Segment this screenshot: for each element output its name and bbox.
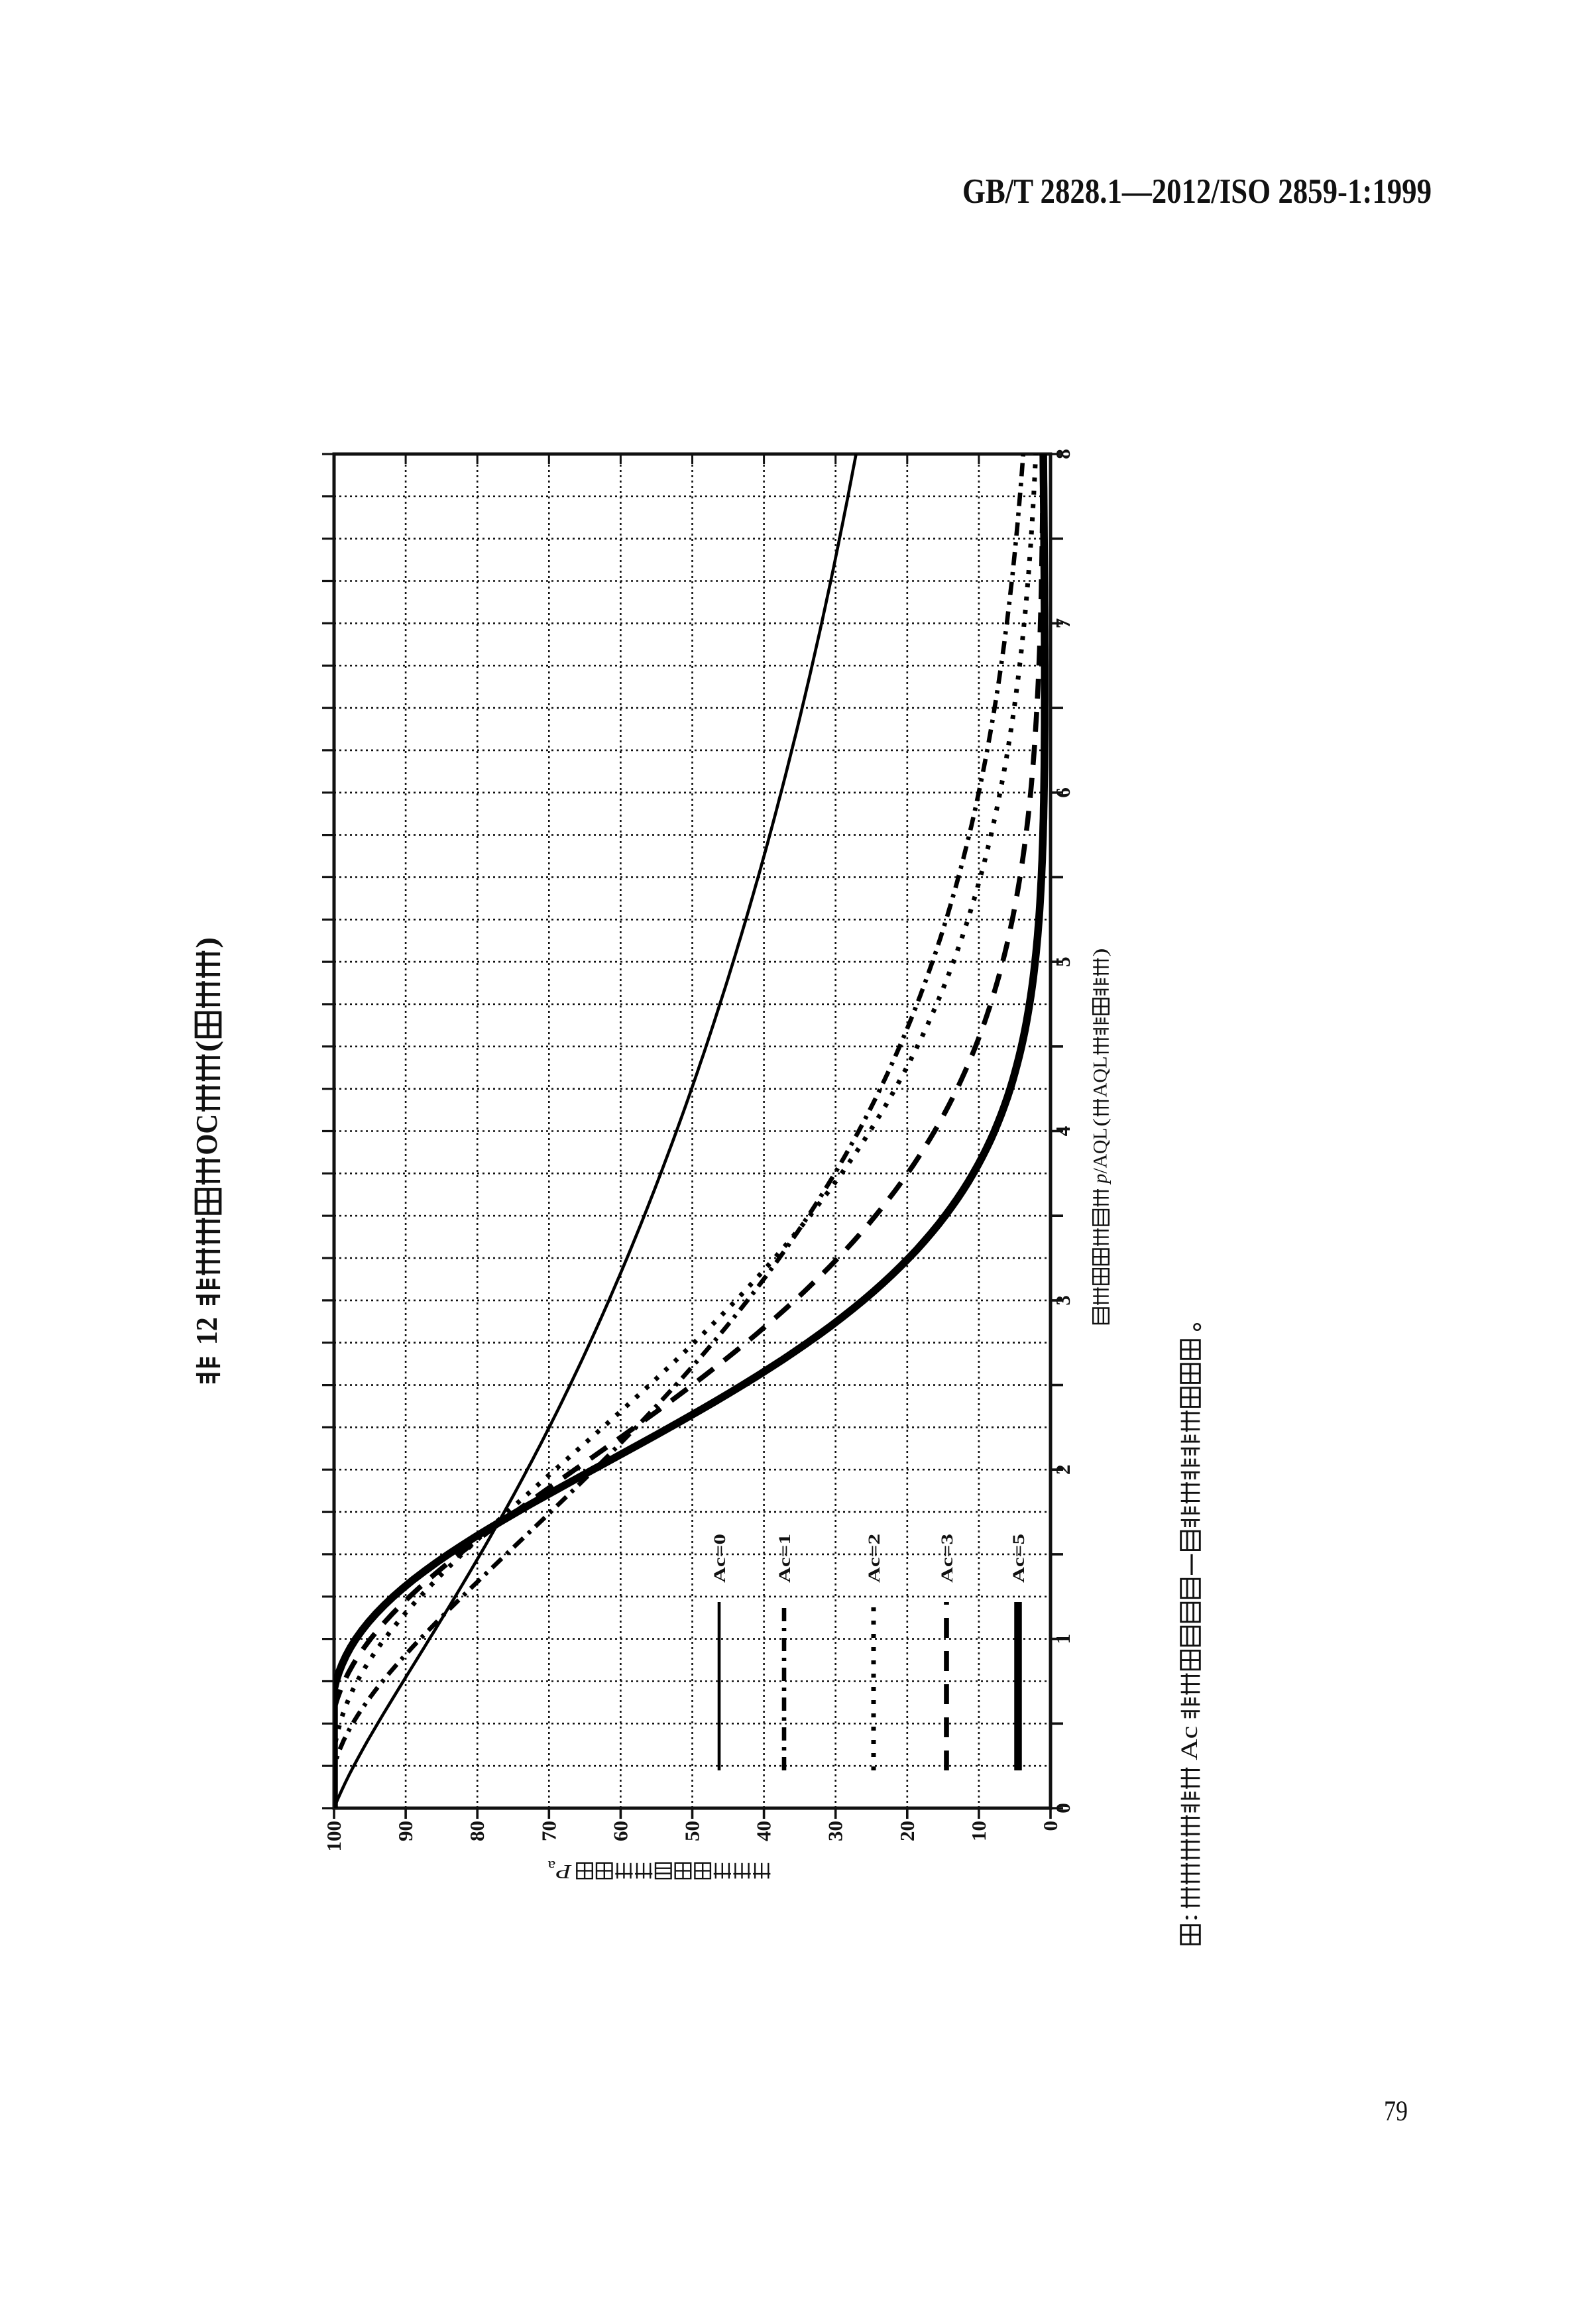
svg-text:5: 5 xyxy=(1051,956,1074,967)
svg-text:): ) xyxy=(190,937,223,948)
svg-text:7: 7 xyxy=(1051,618,1074,629)
svg-text:1: 1 xyxy=(1051,1634,1074,1644)
svg-text:Ac=2: Ac=2 xyxy=(866,1534,883,1583)
svg-text::: : xyxy=(1176,1913,1202,1922)
svg-text:40: 40 xyxy=(752,1821,775,1841)
svg-text:p/AQL: p/AQL xyxy=(1090,1128,1111,1185)
svg-text:): ) xyxy=(1090,948,1111,956)
svg-text:10: 10 xyxy=(967,1821,990,1841)
svg-text:3: 3 xyxy=(1051,1295,1074,1306)
svg-text:8: 8 xyxy=(1051,449,1074,459)
svg-text:Ac=0: Ac=0 xyxy=(711,1534,729,1583)
svg-text:Ac=3: Ac=3 xyxy=(939,1534,956,1583)
svg-text:6: 6 xyxy=(1051,787,1074,798)
svg-text:GB/T 2828.1—2012/ISO 2859-1:19: GB/T 2828.1—2012/ISO 2859-1:1999 xyxy=(962,172,1432,211)
svg-text:Ac=5: Ac=5 xyxy=(1010,1534,1028,1583)
svg-text:30: 30 xyxy=(824,1821,847,1841)
svg-text:0: 0 xyxy=(1051,1803,1074,1813)
svg-text:(: ( xyxy=(190,1041,223,1052)
svg-text:50: 50 xyxy=(681,1821,704,1841)
svg-text:60: 60 xyxy=(608,1821,632,1841)
svg-text:70: 70 xyxy=(537,1821,560,1841)
svg-text:OC: OC xyxy=(190,1114,223,1155)
svg-text:20: 20 xyxy=(895,1821,919,1841)
svg-text:12: 12 xyxy=(190,1317,223,1345)
svg-text:80: 80 xyxy=(465,1821,488,1841)
svg-text:Ac: Ac xyxy=(1176,1726,1202,1760)
svg-text:4: 4 xyxy=(1051,1126,1074,1137)
svg-text:2: 2 xyxy=(1051,1464,1074,1475)
svg-text:AQL: AQL xyxy=(1090,1057,1111,1098)
svg-text:Ac=1: Ac=1 xyxy=(776,1534,794,1583)
svg-text:79: 79 xyxy=(1384,2096,1408,2127)
svg-text:100: 100 xyxy=(322,1821,345,1852)
svg-text:(: ( xyxy=(1090,1118,1111,1127)
svg-text:Pa: Pa xyxy=(547,1858,572,1882)
svg-text:90: 90 xyxy=(394,1821,417,1841)
svg-text:0: 0 xyxy=(1039,1821,1062,1831)
